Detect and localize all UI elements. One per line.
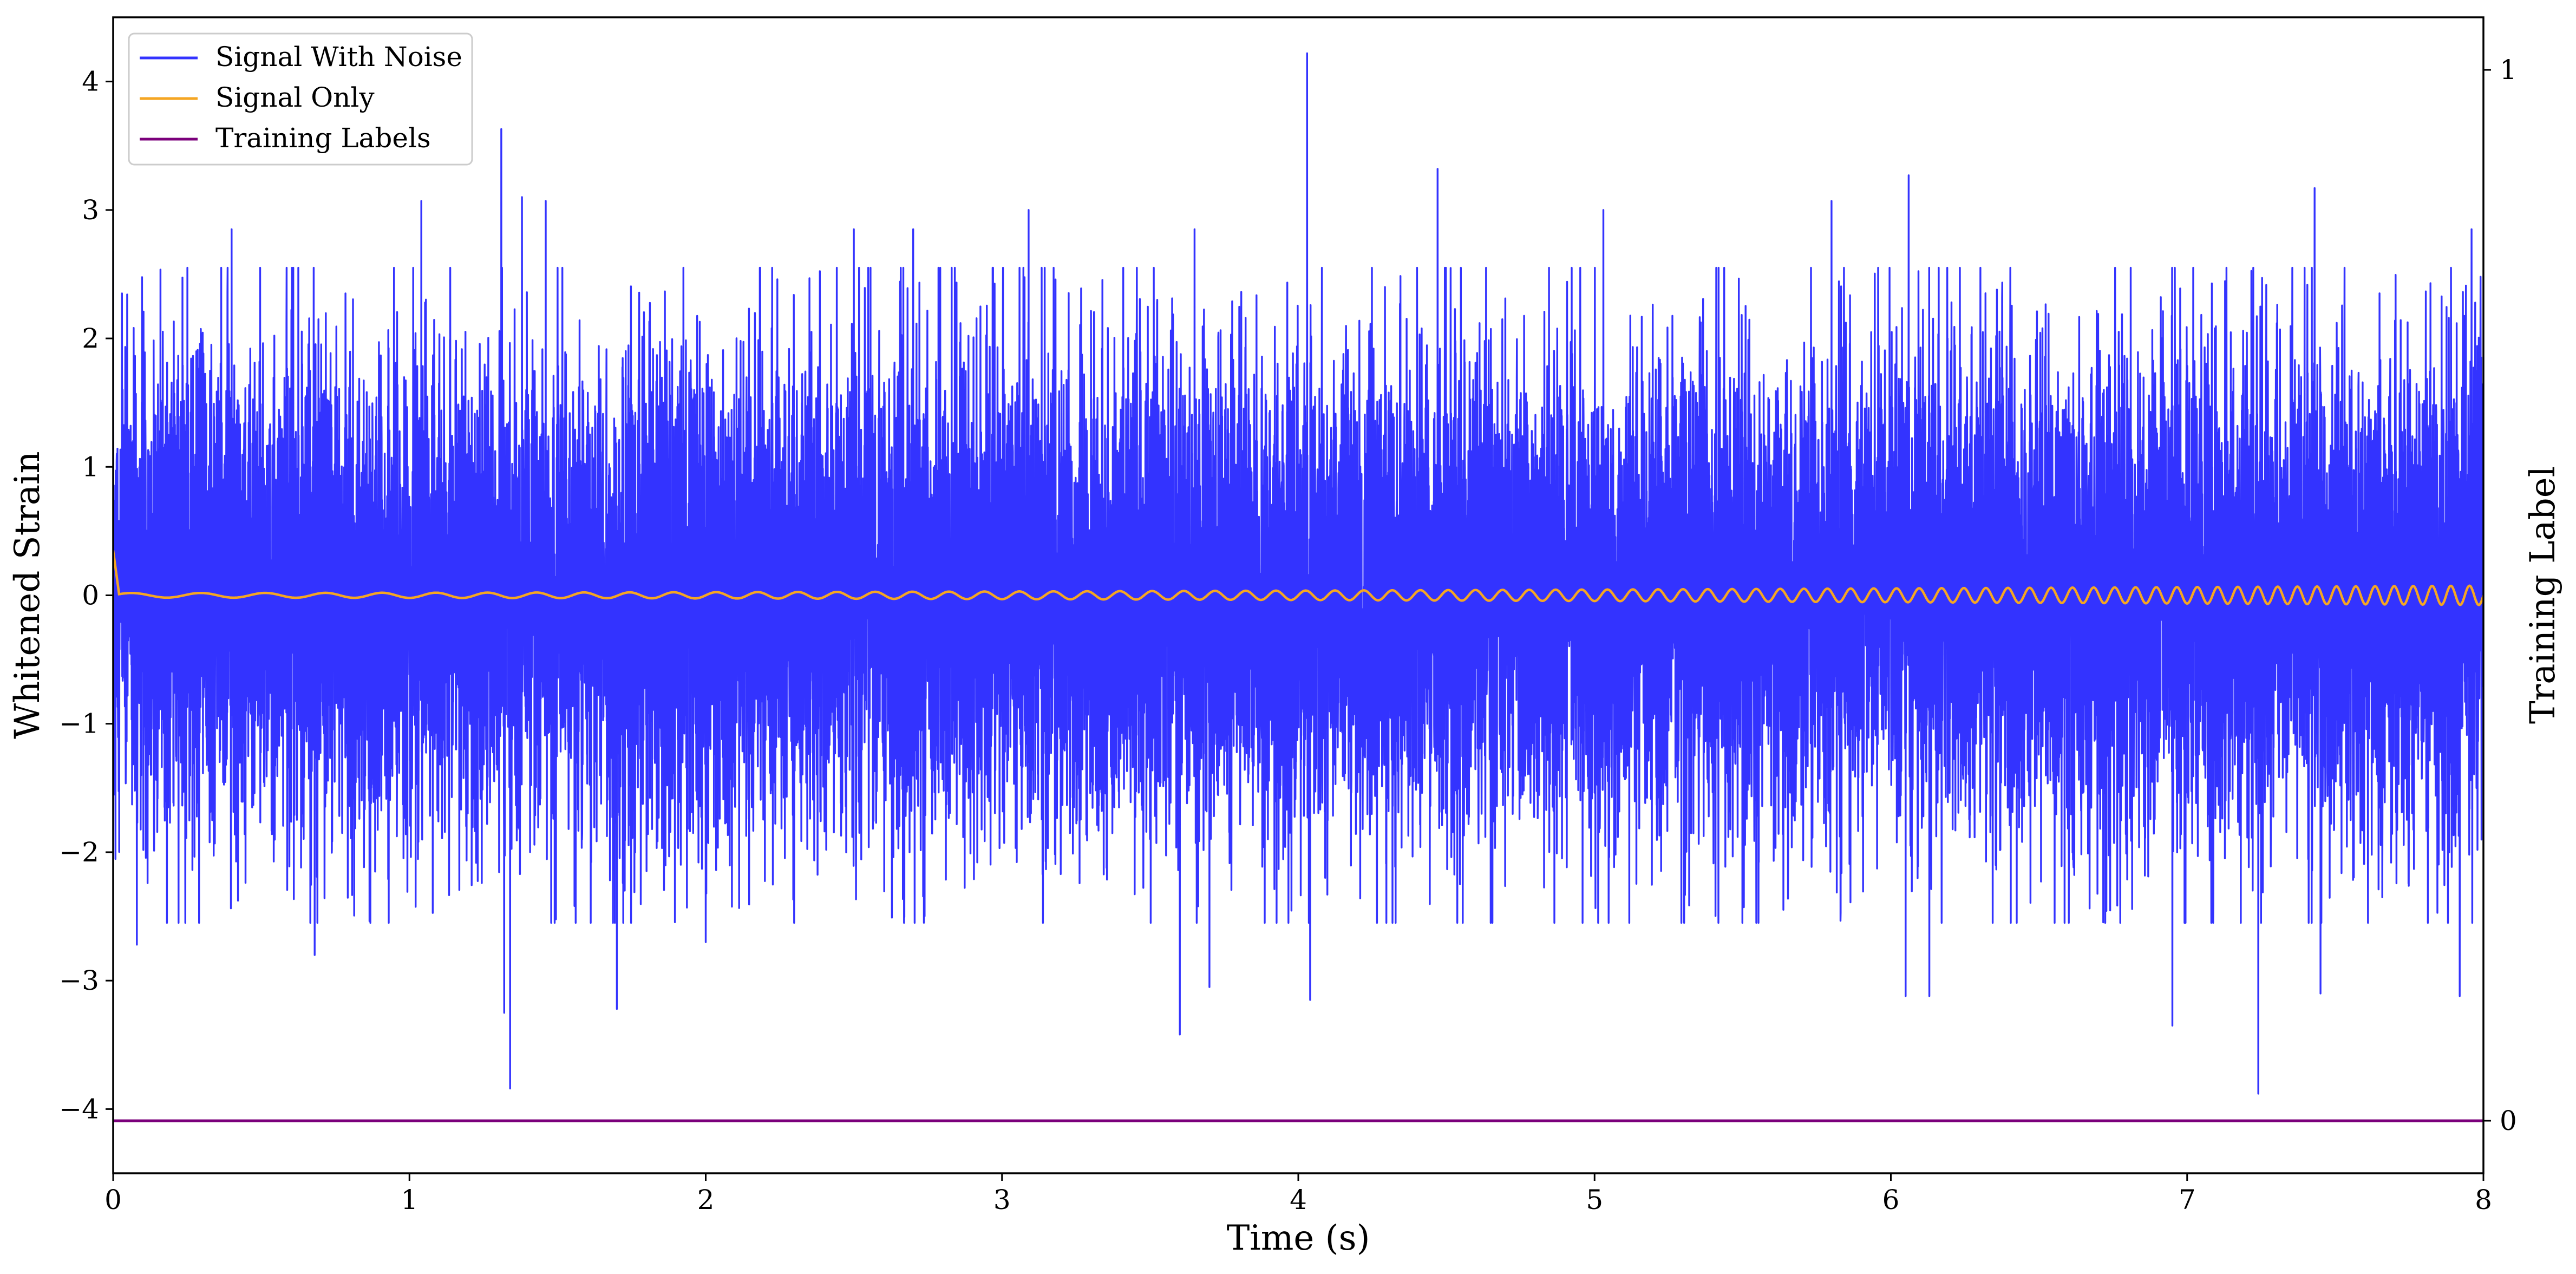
legend-label-signal-with-noise: Signal With Noise: [215, 41, 462, 73]
x-tick-label: 0: [104, 1184, 122, 1216]
legend: Signal With Noise Signal Only Training L…: [128, 32, 473, 166]
y-tick-label: 3: [82, 194, 99, 226]
y-tick-label: −3: [59, 965, 99, 996]
x-axis-ticks: 0 1 2 3 4 5 6 7 8: [104, 1173, 2492, 1216]
y-right-tick-label: 0: [2500, 1105, 2517, 1136]
x-tick-label: 7: [2179, 1184, 2196, 1216]
series-line-signal-with-noise: [113, 52, 2483, 1095]
legend-label-signal-only: Signal Only: [215, 82, 375, 113]
x-tick-label: 8: [2475, 1184, 2492, 1216]
y-axis-label: Whitened Strain: [8, 451, 48, 739]
y-right-tick-label: 1: [2500, 54, 2517, 86]
y-tick-label: −4: [59, 1093, 99, 1125]
y-tick-label: 2: [82, 323, 99, 354]
legend-label-training-labels: Training Labels: [215, 122, 431, 154]
y-tick-label: 0: [82, 580, 99, 611]
y-axis-ticks: −4 −3 −2 −1 0 1 2 3 4: [59, 66, 113, 1125]
y-tick-label: −1: [59, 708, 99, 740]
x-tick-label: 5: [1586, 1184, 1603, 1216]
x-tick-label: 4: [1290, 1184, 1307, 1216]
legend-box: [128, 32, 473, 166]
y-tick-label: 1: [82, 451, 99, 482]
series-line-signal-only: [113, 550, 2483, 606]
x-axis-label: Time (s): [1227, 1218, 1370, 1258]
x-tick-label: 2: [697, 1184, 715, 1216]
x-tick-label: 6: [1882, 1184, 1900, 1216]
y-tick-label: −2: [59, 837, 99, 868]
y-tick-label: 4: [82, 66, 99, 97]
x-tick-label: 1: [401, 1184, 418, 1216]
x-tick-label: 3: [993, 1184, 1011, 1216]
series-layer: [113, 52, 2483, 1122]
y-axis-right-label: Training Label: [2523, 466, 2563, 724]
y-axis-right-ticks: 01: [2483, 54, 2517, 1136]
